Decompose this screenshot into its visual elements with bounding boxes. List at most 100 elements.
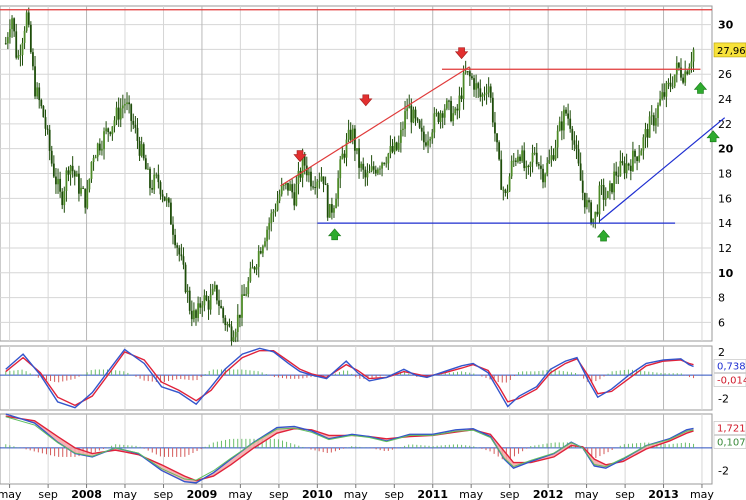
candle-body (153, 174, 156, 190)
candle-body (151, 188, 154, 190)
candle-body (692, 49, 695, 62)
candle-body (429, 138, 432, 141)
candle-body (115, 107, 118, 121)
candle-body (251, 267, 254, 269)
candle-body (445, 100, 448, 109)
candle-body (245, 293, 248, 296)
candle-body (299, 170, 302, 178)
candle-body (71, 165, 74, 172)
candle-body (655, 118, 657, 126)
candle-body (519, 156, 521, 161)
candle-body (609, 183, 611, 192)
candle-body (182, 256, 185, 265)
candle-body (264, 241, 266, 247)
candle-body (452, 113, 455, 122)
candle-body (412, 109, 415, 123)
y-tick-label: 14 (718, 217, 732, 230)
candle-body (101, 149, 103, 151)
candle-body (462, 72, 465, 99)
candle-body (657, 105, 659, 119)
candle-body (448, 100, 450, 102)
candle-body (280, 185, 283, 195)
candle-body (573, 140, 576, 145)
candle-body (341, 153, 344, 160)
candle-body (347, 129, 350, 140)
candle-body (211, 288, 214, 295)
candle-body (75, 173, 78, 177)
candle-body (15, 31, 18, 58)
candle-body (203, 295, 206, 306)
candle-body (195, 310, 197, 318)
candle-body (335, 198, 337, 209)
candle-body (598, 185, 601, 215)
candle-body (489, 86, 492, 98)
candle-body (542, 168, 544, 183)
candle-body (571, 128, 574, 141)
candle-body (326, 185, 329, 218)
candle-body (226, 324, 229, 326)
candle-body (540, 165, 542, 169)
candle-body (387, 153, 390, 164)
candle-body (282, 184, 285, 186)
candle-body (21, 42, 24, 55)
candle-body (427, 140, 429, 146)
candle-body (349, 129, 352, 140)
x-tick-label: sep (385, 488, 404, 500)
candle-body (368, 171, 371, 173)
candle-body (632, 150, 634, 172)
x-tick-label: sep (38, 488, 57, 500)
x-tick-label: 2010 (302, 488, 333, 500)
candle-body (650, 115, 653, 117)
candle-body (27, 12, 30, 25)
candle-body (255, 266, 258, 270)
candle-body (512, 160, 515, 162)
candle-body (345, 139, 348, 158)
candle-body (337, 178, 340, 199)
candle-body (600, 185, 603, 187)
candle-body (556, 130, 559, 148)
candle-body (408, 105, 411, 109)
candle-body (554, 147, 557, 160)
candle-body (527, 165, 530, 167)
candle-body (494, 122, 496, 134)
candle-body (508, 176, 511, 192)
up-arrow-icon (596, 229, 611, 242)
candle-body (167, 198, 170, 203)
candle-body (61, 191, 64, 206)
y-tick-label: 16 (718, 192, 732, 205)
candle-body (224, 317, 227, 326)
candle-body (247, 281, 250, 294)
down-arrow-icon (454, 47, 469, 60)
candle-body (144, 158, 147, 170)
candle-body (410, 105, 413, 123)
candle-body (287, 182, 289, 191)
candle-body (577, 149, 580, 164)
x-tick-label: may (344, 488, 368, 500)
candle-body (682, 77, 684, 83)
candle-body (314, 187, 317, 189)
candle-body (140, 144, 143, 156)
candle-body (374, 169, 377, 174)
value-tag (713, 435, 746, 449)
candle-body (88, 178, 91, 190)
candle-body (339, 159, 342, 179)
candle-body (458, 95, 461, 111)
candle-body (366, 172, 369, 178)
x-tick-label: 2009 (187, 488, 218, 500)
candle-body (393, 142, 396, 152)
y-tick-label: 12 (718, 242, 732, 255)
candle-body (130, 104, 133, 121)
candle-body (305, 165, 308, 176)
candle-body (82, 187, 85, 189)
x-tick-label: may (228, 488, 252, 500)
candle-body (454, 108, 457, 114)
candle-body (69, 165, 72, 175)
value-label: -0,014 (717, 376, 746, 387)
down-arrow-icon (293, 150, 307, 163)
signal-line-blue (5, 347, 694, 409)
candle-body (667, 82, 670, 84)
candle-body (567, 113, 570, 119)
candle-body (680, 67, 682, 78)
candle-body (425, 142, 427, 146)
x-axis: may sep 2008 may sep 2009 may sep 2010 may sep 2011… (0, 484, 714, 500)
